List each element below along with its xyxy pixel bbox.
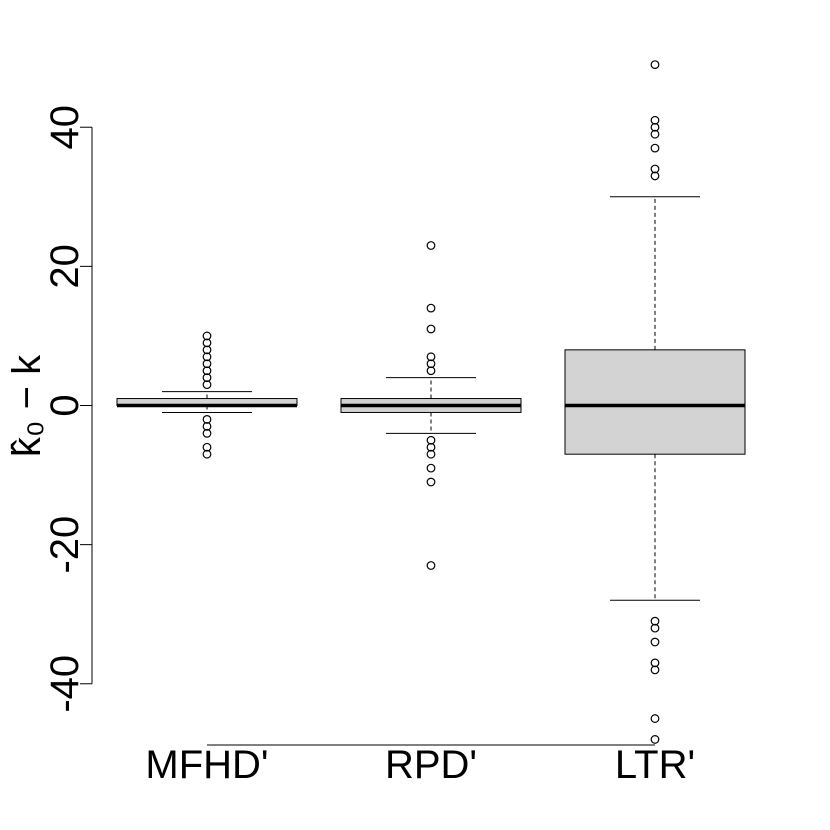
outlier [426, 352, 436, 362]
x-tick-label: LTR' [615, 743, 695, 787]
outlier [202, 373, 212, 383]
outlier [202, 366, 212, 376]
outlier [650, 115, 660, 125]
outlier [650, 164, 660, 174]
outlier [650, 129, 660, 139]
outlier [650, 60, 660, 70]
outlier [426, 241, 436, 250]
outlier [202, 359, 212, 369]
outlier [426, 477, 436, 487]
outlier [202, 449, 212, 459]
outlier [202, 415, 212, 424]
y-tick-label: 0 [43, 394, 87, 416]
outlier [426, 359, 436, 369]
outlier [650, 665, 660, 675]
outlier [426, 435, 436, 445]
outlier [202, 345, 212, 355]
outlier [202, 352, 212, 362]
outlier [202, 331, 212, 341]
outlier [426, 442, 436, 452]
y-tick-label: -20 [43, 516, 87, 574]
outlier [650, 735, 660, 744]
outlier [650, 171, 660, 181]
outlier [650, 637, 660, 647]
outlier [202, 442, 212, 452]
outlier [202, 380, 212, 390]
outlier [426, 463, 436, 473]
outlier [202, 421, 212, 431]
outlier [426, 561, 436, 570]
outlier [650, 122, 660, 132]
outlier [650, 714, 660, 723]
outlier [426, 324, 436, 334]
y-tick-label: -40 [43, 655, 87, 713]
outlier [650, 143, 660, 153]
outlier [426, 303, 436, 313]
outlier [202, 338, 212, 348]
x-tick-label: RPD' [385, 743, 477, 787]
outlier [202, 428, 212, 438]
outlier [426, 449, 436, 459]
x-tick-label: MFHD' [145, 743, 268, 787]
y-tick-label: 20 [43, 244, 87, 289]
box [564, 349, 746, 455]
outlier [650, 623, 660, 633]
outlier [650, 616, 660, 626]
outlier [650, 658, 660, 668]
y-tick-label: 40 [43, 105, 87, 150]
outlier [426, 366, 436, 376]
y-axis-label: k̂₀ − k [5, 354, 49, 457]
